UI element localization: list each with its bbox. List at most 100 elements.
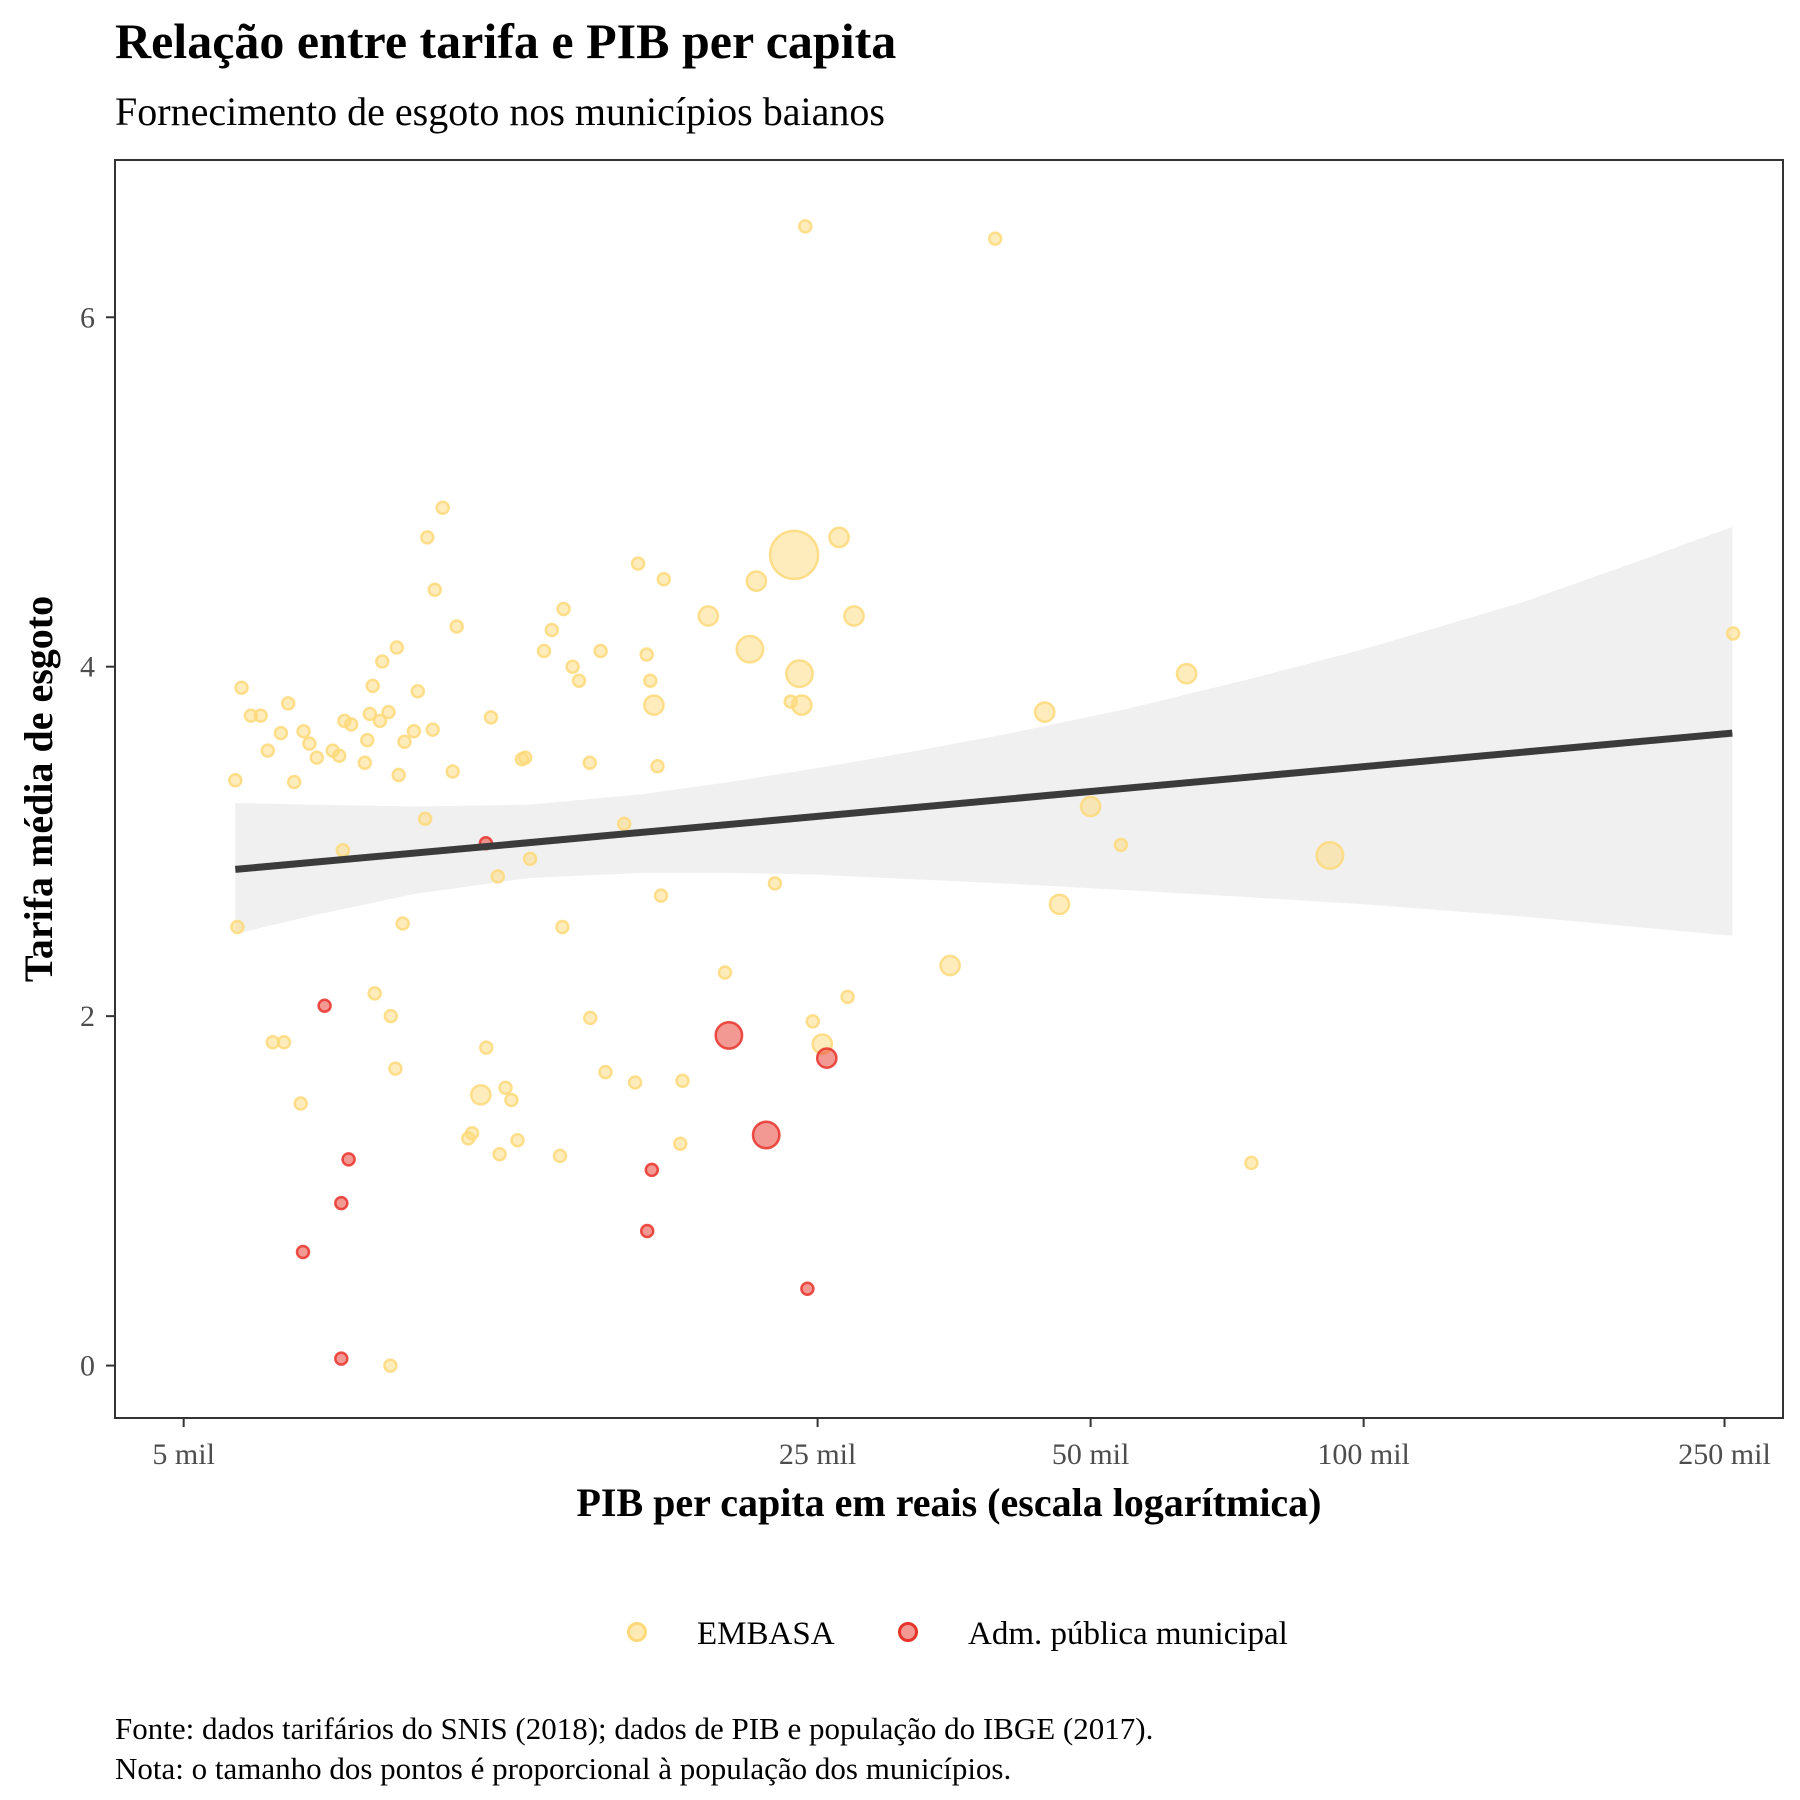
embasa-point [357, 755, 373, 771]
embasa-point [395, 916, 410, 931]
y-tick-label: 0 [80, 1350, 95, 1383]
embasa-point [571, 673, 587, 688]
embasa-point [389, 640, 405, 655]
embasa-point [230, 919, 245, 935]
x-tick-label: 5 mil [152, 1438, 215, 1471]
embasa-point [343, 717, 359, 732]
municipal-point [800, 1281, 815, 1296]
embasa-point [383, 1008, 399, 1024]
embasa-point [987, 231, 1003, 246]
embasa-point [643, 694, 665, 716]
municipal-point [644, 1162, 660, 1178]
embasa-point [1725, 626, 1741, 641]
embasa-point [410, 683, 426, 699]
embasa-point [697, 605, 720, 627]
embasa-point [583, 1010, 598, 1026]
legend-key-embasa [627, 1622, 647, 1642]
municipal-point [334, 1195, 349, 1211]
x-axis-title: PIB per capita em reais (escala logarítm… [577, 1480, 1322, 1525]
embasa-point [785, 659, 814, 689]
embasa-point [565, 659, 580, 674]
embasa-point [498, 1080, 513, 1096]
municipal-point [751, 1120, 781, 1150]
embasa-point [639, 647, 654, 662]
legend-key-municipal [898, 1622, 918, 1642]
trend-line [234, 729, 1733, 873]
embasa-point [273, 725, 289, 741]
legend: EMBASA Adm. pública municipal [627, 1616, 1288, 1652]
embasa-point [331, 748, 347, 764]
x-axis: 5 mil 25 mil 50 mil 100 mil 250 mil [152, 1418, 1771, 1471]
embasa-point [365, 678, 380, 694]
embasa-point [420, 530, 435, 545]
embasa-point [805, 1014, 821, 1029]
embasa-point [522, 851, 538, 867]
embasa-point [767, 876, 783, 891]
embasa-point [653, 888, 669, 903]
embasa-point [296, 724, 311, 739]
x-tick-label: 100 mil [1317, 1438, 1410, 1471]
caption-source: Fonte: dados tarifários do SNIS (2018); … [115, 1711, 1153, 1746]
y-axis-title: Tarifa média de esgoto [16, 596, 61, 982]
embasa-point [717, 965, 733, 980]
embasa-point [598, 1064, 613, 1080]
embasa-point [1113, 837, 1129, 853]
y-tick-label: 6 [80, 301, 95, 334]
legend-label-embasa: EMBASA [697, 1616, 835, 1652]
embasa-point [627, 1075, 643, 1090]
embasa-point [253, 708, 268, 723]
embasa-point [1033, 701, 1056, 723]
embasa-point [556, 601, 571, 617]
embasa-point [828, 526, 850, 549]
embasa-point [798, 219, 813, 234]
embasa-point [362, 706, 378, 722]
embasa-point [375, 654, 390, 669]
caption-note: Nota: o tamanho dos pontos é proporciona… [115, 1751, 1011, 1786]
municipal-point [815, 1047, 838, 1069]
embasa-point [492, 1146, 507, 1162]
embasa-point [1175, 662, 1198, 685]
legend-label-municipal: Adm. pública municipal [968, 1616, 1288, 1652]
embasa-point [517, 750, 533, 765]
embasa-point [1048, 893, 1071, 916]
embasa-point [1244, 1155, 1259, 1171]
embasa-point [582, 755, 598, 771]
embasa-point [504, 1092, 519, 1108]
y-axis: 0 2 4 6 [80, 301, 115, 1383]
embasa-point [234, 680, 249, 695]
municipal-point [295, 1244, 311, 1260]
municipal-point [714, 1020, 744, 1050]
x-tick-label: 250 mil [1678, 1438, 1771, 1471]
embasa-point [593, 643, 608, 659]
municipal-point [341, 1152, 356, 1167]
embasa-point [397, 734, 412, 750]
embasa-point [536, 643, 552, 659]
y-tick-label: 2 [80, 1000, 95, 1033]
chart-subtitle: Fornecimento de esgoto nos municípios ba… [115, 89, 885, 134]
embasa-point [228, 773, 243, 788]
embasa-point [286, 774, 302, 790]
series-municipal [295, 835, 838, 1366]
embasa-point [406, 724, 422, 739]
embasa-point [335, 842, 351, 858]
embasa-point [449, 619, 464, 634]
embasa-point [840, 989, 855, 1005]
embasa-point [616, 816, 632, 832]
embasa-point [675, 1073, 690, 1089]
municipal-point [334, 1351, 349, 1366]
embasa-point [445, 764, 460, 779]
embasa-point [1315, 840, 1345, 870]
embasa-point [843, 605, 865, 627]
embasa-point [391, 767, 406, 783]
embasa-point [427, 582, 443, 598]
embasa-point [490, 869, 506, 884]
municipal-point [317, 998, 332, 1013]
x-tick-label: 25 mil [779, 1438, 857, 1471]
embasa-point [555, 919, 570, 935]
plot-panel [114, 159, 1784, 1419]
embasa-point [735, 634, 765, 664]
embasa-point [650, 759, 665, 774]
embasa-point [469, 1083, 492, 1106]
embasa-point [745, 570, 768, 592]
